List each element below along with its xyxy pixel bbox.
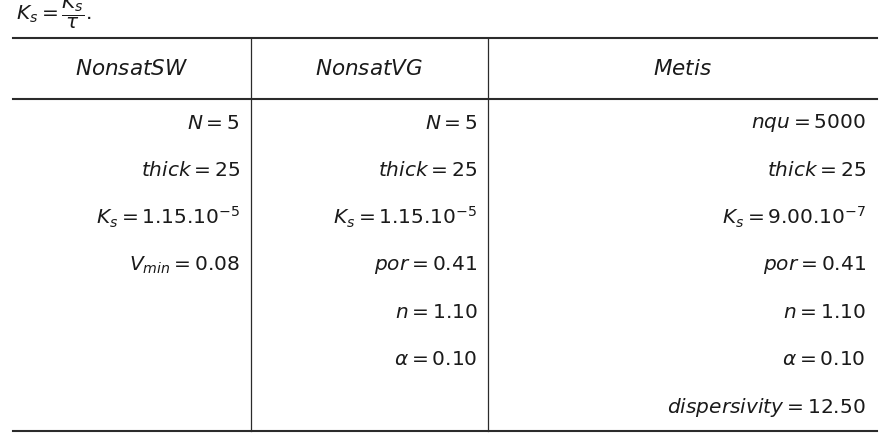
Text: $por = 0.41$: $por = 0.41$ (763, 254, 866, 276)
Text: $N = 5$: $N = 5$ (187, 114, 240, 133)
Text: $\alpha = 0.10$: $\alpha = 0.10$ (394, 351, 477, 370)
Text: $K_s = 1.15.10^{-5}$: $K_s = 1.15.10^{-5}$ (333, 205, 477, 230)
Text: $V_{min} = 0.08$: $V_{min} = 0.08$ (129, 255, 240, 276)
Text: $thick = 25$: $thick = 25$ (378, 161, 477, 180)
Text: $\mathit{NonsatVG}$: $\mathit{NonsatVG}$ (315, 58, 424, 79)
Text: $n = 1.10$: $n = 1.10$ (394, 303, 477, 322)
Text: $N = 5$: $N = 5$ (425, 114, 477, 133)
Text: $por = 0.41$: $por = 0.41$ (375, 254, 477, 276)
Text: $nqu = 5000$: $nqu = 5000$ (751, 112, 866, 134)
Text: $K_s = 9.00.10^{-7}$: $K_s = 9.00.10^{-7}$ (722, 205, 866, 230)
Text: $\alpha = 0.10$: $\alpha = 0.10$ (782, 351, 866, 370)
Text: $\mathit{NonsatSW}$: $\mathit{NonsatSW}$ (76, 58, 189, 79)
Text: $K_s = \dfrac{K_s}{\tau}.$: $K_s = \dfrac{K_s}{\tau}.$ (16, 0, 92, 31)
Text: $n = 1.10$: $n = 1.10$ (783, 303, 866, 322)
Text: $\mathit{Metis}$: $\mathit{Metis}$ (653, 58, 712, 79)
Text: $thick = 25$: $thick = 25$ (766, 161, 866, 180)
Text: $thick = 25$: $thick = 25$ (141, 161, 240, 180)
Text: $K_s = 1.15.10^{-5}$: $K_s = 1.15.10^{-5}$ (96, 205, 240, 230)
Text: $dispersivity = 12.50$: $dispersivity = 12.50$ (668, 396, 866, 419)
